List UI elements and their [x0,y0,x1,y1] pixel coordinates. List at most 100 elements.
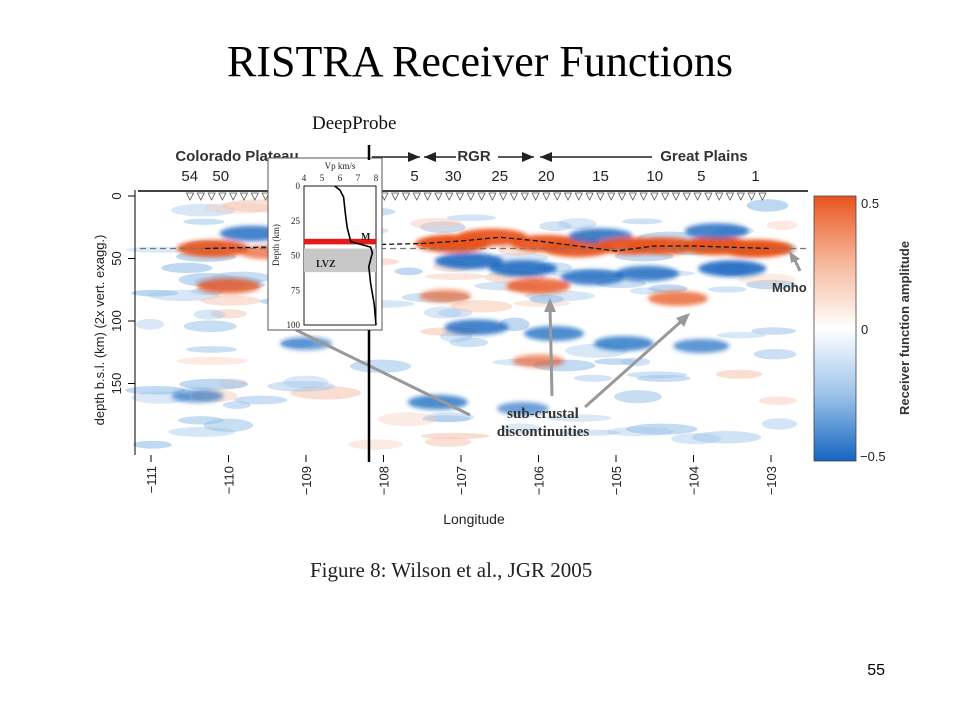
annotations: Moho sub-crustal discontinuities [295,251,807,440]
station-marker [531,192,540,201]
y-tick-label: 100 [109,310,124,332]
station-marker [455,192,465,201]
noise-blob [283,375,329,389]
station-marker [218,192,227,201]
amplitude-blob [444,319,509,336]
station-marker [412,192,421,201]
inset-x-tick-label: 7 [356,173,361,183]
sub-crustal-annotation: sub-crustal discontinuities [497,406,590,440]
station-label: 20 [538,168,555,185]
noise-blob [751,327,797,335]
station-marker [553,192,562,201]
station-marker [639,192,648,201]
inset-x-tick-label: 5 [320,173,325,183]
station-marker [445,192,454,201]
moho-layer-label: M [361,232,371,243]
inset-x-label: Vp km/s [325,161,356,171]
station-marker [380,192,389,201]
station-label: 5 [697,168,705,185]
region-label: Great Plains [660,148,748,165]
amplitude-blob [512,354,565,368]
noise-blob [636,374,691,382]
noise-blob [193,309,226,320]
noise-blob [529,294,564,304]
station-marker [715,192,724,201]
noise-blob [715,369,762,379]
station-marker [650,192,659,201]
colorbar-label: Receiver function amplitude [897,241,912,415]
station-label: 5 [410,168,418,185]
region-arrowhead [424,152,436,162]
slide-title: RISTRA Receiver Functions [227,37,733,86]
noise-blob [183,320,237,333]
station-marker [747,192,756,201]
station-marker [477,192,486,201]
noise-blob [607,426,674,437]
noise-blob [625,423,698,435]
station-axis: 54 50 5 30 25 20 15 10 5 1 Colorado Plateau RGR Gre… [138,148,808,201]
station-marker [704,192,713,201]
depth-axis-label: depth b.s.l. (km) (2x vert. exagg.) [92,235,107,426]
noise-blob [738,273,796,286]
noise-blob [147,289,220,302]
noise-blob [203,202,271,214]
station-marker [185,192,195,201]
noise-blob [648,284,688,293]
figure-caption: Figure 8: Wilson et al., JGR 2005 [310,558,592,582]
station-marker [423,192,432,201]
station-marker [391,192,400,201]
noise-blob [753,349,797,360]
amplitude-blob [419,289,472,303]
station-marker [401,192,411,201]
station-marker [196,192,205,201]
region-labels: Colorado Plateau RGR Great Plains [175,148,747,165]
station-marker [434,192,443,201]
noise-blob [449,337,489,348]
amplitude-blob [684,223,749,239]
station-marker [736,192,745,201]
station-marker [207,192,216,201]
station-label: 54 [181,168,198,185]
amplitude-blob [648,291,708,306]
lvz-label: LVZ [316,259,336,270]
longitude-axis: −111 −110 −109 −108 −107 −106 −105 −104 −103 Lon… [144,455,779,527]
station-marker [758,192,767,201]
amplitude-blob [593,336,654,351]
noise-blob [546,414,612,422]
station-marker [542,192,551,201]
noise-blob [671,433,722,445]
noise-blob [627,371,688,379]
region-arrowhead [522,152,534,162]
noise-blob [746,199,789,212]
noise-blob [125,385,186,395]
station-marker [250,192,259,201]
amplitude-blob [171,389,224,403]
noise-blob [424,412,475,422]
inset-y-tick-label: 50 [291,251,301,261]
noise-blob [136,318,165,330]
deepprobe-marker: DeepProbe [312,113,396,462]
velocity-profile-inset: LVZ M Vp km/s 4 5 6 7 8 0 25 50 75 100 Depth (km… [267,157,383,331]
amplitude-blob [196,278,261,294]
noise-blob [558,218,597,230]
inset-x-tick-label: 8 [374,173,379,183]
receiver-function-image [125,196,810,456]
noise-blob [394,267,423,276]
sub-crustal-line: sub-crustal [507,406,579,422]
colorbar-tick-max: 0.5 [861,196,879,211]
station-marker [617,192,627,201]
noise-blob [629,287,664,295]
noise-blob [347,439,403,450]
region-label: RGR [457,148,491,165]
x-tick-label: −111 [144,466,159,493]
amplitude-blob [615,265,679,282]
noise-blob [573,374,613,382]
noise-blob [130,289,179,297]
inset-x-tick-label: 6 [338,173,343,183]
noise-blob [539,221,573,232]
noise-blob [409,217,463,230]
inset-x-tick-label: 4 [302,173,307,183]
y-tick-label: 50 [109,251,124,265]
noise-blob [446,214,496,222]
